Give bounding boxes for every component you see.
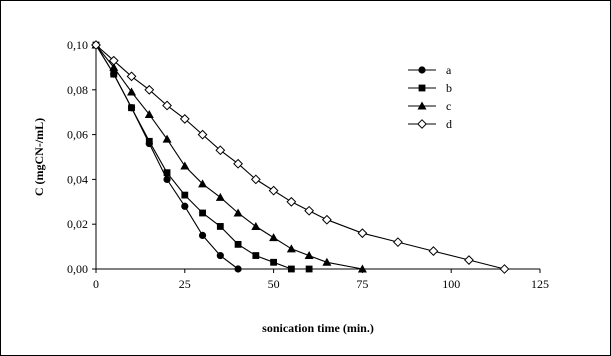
series-c-point [198, 179, 208, 188]
x-axis-title: sonication time (min.) [262, 321, 374, 335]
series-a-point [216, 251, 224, 260]
series-d-point [499, 264, 510, 274]
series-c-point [286, 244, 296, 253]
series-b-point [163, 169, 171, 177]
legend-label: b [446, 81, 452, 95]
series-a-point [163, 175, 171, 183]
series-d-point [108, 55, 119, 66]
series-b-point [234, 240, 242, 248]
series-d-point [179, 114, 190, 124]
series-d-point [464, 255, 474, 265]
series-layer [91, 40, 510, 274]
legend-entry-a: a [408, 63, 452, 77]
series-b-point [270, 258, 277, 266]
series-c-point [304, 251, 314, 260]
x-tick-label: 75 [356, 277, 368, 291]
series-d-point [215, 145, 226, 156]
x-tick-label: 100 [442, 277, 460, 291]
series-d [91, 40, 510, 274]
series-b-point [199, 209, 206, 217]
legend-entry-c: c [408, 99, 451, 113]
legend-entry-b: b [408, 81, 452, 95]
series-d-point [321, 214, 332, 225]
series-c-point [322, 257, 332, 266]
series-d-point [286, 196, 297, 207]
x-tick-label: 50 [268, 277, 280, 291]
series-b [92, 41, 313, 273]
x-tick-label: 0 [93, 277, 99, 291]
series-c-point [251, 221, 261, 230]
series-d-point [197, 129, 208, 140]
series-c-point [357, 264, 367, 273]
series-b-point [145, 137, 153, 145]
legend-marker [418, 84, 426, 92]
legend-label: d [446, 117, 452, 131]
series-d-point [304, 205, 315, 216]
series-d-point [91, 40, 101, 50]
series-d-line [95, 44, 505, 270]
series-c-point [215, 192, 225, 201]
y-tick-label: 0,10 [67, 38, 88, 52]
y-tick-label: 0,02 [67, 217, 88, 231]
legend-label: c [446, 99, 451, 113]
series-d-point [144, 84, 155, 95]
series-b-point [252, 252, 260, 259]
series-c-point [109, 62, 119, 71]
y-tick-label: 0,00 [67, 262, 88, 276]
x-tick-label: 125 [531, 277, 549, 291]
series-d-point [357, 228, 368, 239]
series-c-point [162, 134, 172, 143]
series-c-point [180, 161, 190, 170]
series-b-point [110, 70, 118, 78]
legend-marker [417, 101, 427, 110]
series-b-point [128, 104, 135, 112]
series-a-point [234, 265, 242, 273]
legend-marker [418, 66, 426, 74]
series-d-point [428, 246, 439, 256]
y-axis-title: C (mgCN-/mL) [32, 118, 46, 196]
legend-marker [417, 119, 427, 129]
series-b-point [181, 191, 189, 199]
series-d-point [268, 185, 279, 196]
series-d-point [393, 237, 403, 248]
series-a-point [198, 231, 207, 239]
series-c-point [127, 87, 137, 96]
series-d-point [162, 100, 172, 111]
legend-entry-d: d [408, 117, 452, 131]
series-b-point [305, 265, 313, 273]
series-c-point [269, 233, 279, 242]
x-tick-label: 25 [179, 277, 191, 291]
axes: 0,00 0,02 0,04 0,06 0,08 0,10 0 25 50 75 100 125 [67, 38, 549, 291]
series-a-line [95, 44, 239, 270]
y-tick-label: 0,08 [67, 83, 88, 97]
series-b-point [216, 223, 224, 230]
series-d-point [233, 158, 243, 169]
series-c-point [144, 109, 154, 118]
series-b-point [287, 265, 295, 273]
legend-label: a [446, 63, 452, 77]
series-a-point [181, 202, 189, 210]
series-c-point [233, 208, 243, 217]
y-tick-label: 0,04 [67, 172, 88, 186]
y-tick-label: 0,06 [67, 128, 88, 142]
series-d-point [126, 71, 137, 82]
series-d-point [250, 174, 261, 185]
